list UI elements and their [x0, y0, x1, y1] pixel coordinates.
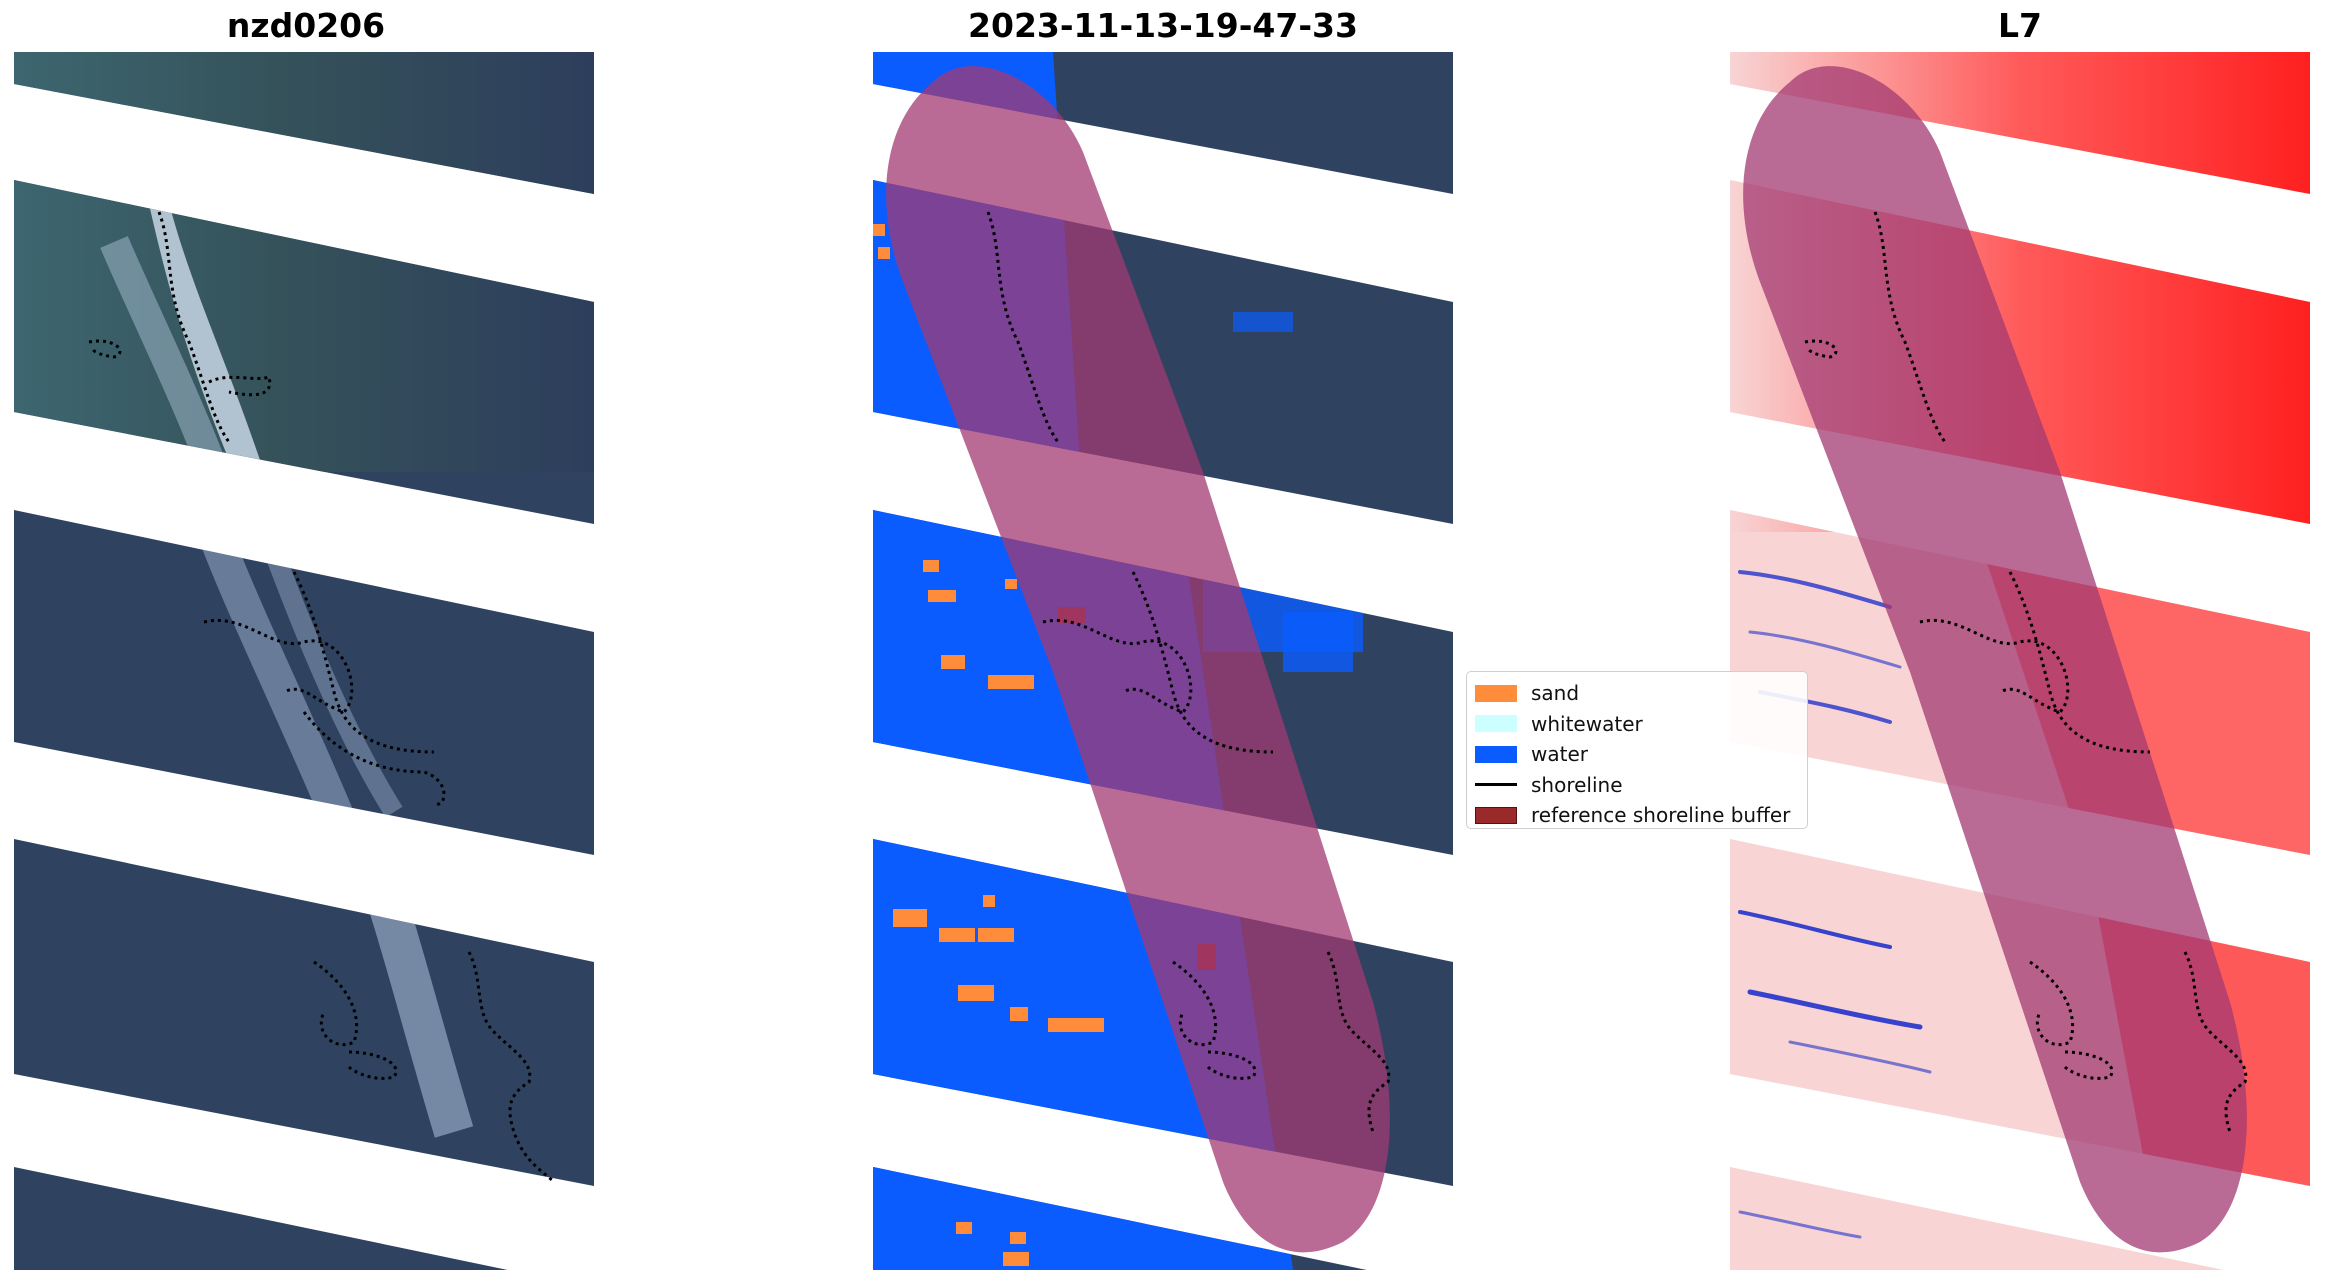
reference-shoreline-buffer: [886, 66, 1390, 1253]
right-panel-title: L7: [1998, 6, 2042, 45]
reference-shoreline-buffer: [1743, 66, 2247, 1253]
buffer-swatch: [1475, 806, 1517, 824]
index-panel: [1730, 52, 2310, 1270]
shoreline-contours: [1804, 211, 2248, 1133]
middle-panel-title: 2023-11-13-19-47-33: [968, 6, 1358, 45]
satellite-image-panel: [14, 52, 594, 1270]
water-swatch: [1475, 745, 1517, 763]
legend-label-sand: sand: [1531, 681, 1580, 706]
legend-item-whitewater: whitewater: [1475, 709, 1799, 740]
sand-pixels: [873, 224, 1104, 1266]
legend-label-shoreline: shoreline: [1531, 772, 1623, 797]
sand-swatch: [1475, 684, 1517, 702]
satellite-strips: [14, 52, 594, 1270]
legend-item-buffer: reference shoreline buffer: [1475, 800, 1799, 831]
legend-label-buffer: reference shoreline buffer: [1531, 803, 1791, 828]
legend-label-whitewater: whitewater: [1531, 711, 1643, 736]
legend-item-water: water: [1475, 739, 1799, 770]
shoreline-line-icon: [1475, 783, 1517, 787]
whitewater-swatch: [1475, 715, 1517, 733]
legend-item-sand: sand: [1475, 678, 1799, 709]
classification-panel: [873, 52, 1453, 1270]
shoreline-contours: [88, 211, 556, 1184]
left-panel-title: nzd0206: [226, 6, 386, 45]
shoreline-contours: [986, 211, 1391, 1133]
legend-item-shoreline: shoreline: [1475, 770, 1799, 801]
legend-label-water: water: [1531, 742, 1588, 767]
index-blue-streaks: [1738, 570, 1932, 1239]
legend: sand whitewater water shoreline referenc…: [1466, 671, 1808, 829]
